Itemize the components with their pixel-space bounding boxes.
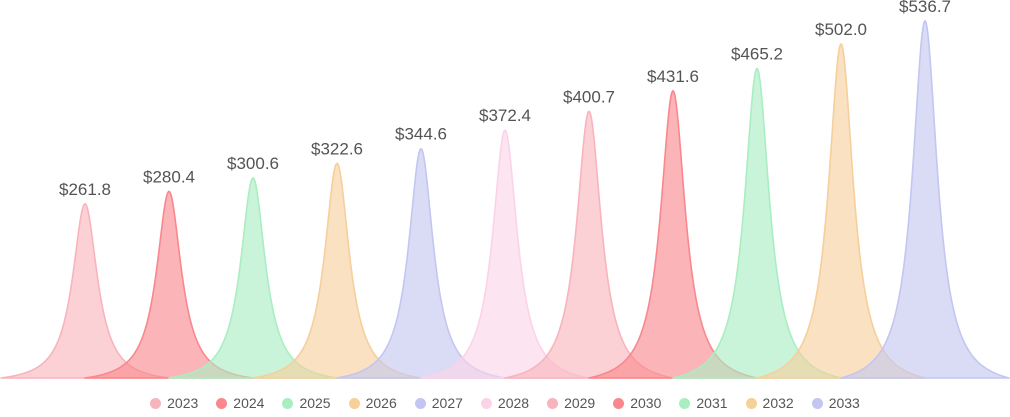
legend-label-2027: 2027 [431, 395, 463, 411]
chart-legend: 2023 2024 2025 2026 2027 2028 2029 2030 2031 2032… [0, 393, 1010, 413]
legend-swatch-2028 [480, 397, 492, 409]
legend-label-2030: 2030 [630, 395, 662, 411]
legend-swatch-2023 [150, 397, 162, 409]
legend-swatch-2029 [547, 397, 559, 409]
legend-label-2028: 2028 [497, 395, 530, 411]
legend-item-2026[interactable]: 2026 [348, 395, 397, 411]
legend-swatch-2031 [679, 397, 691, 409]
legend-swatch-2026 [348, 397, 360, 409]
legend-swatch-2030 [613, 397, 625, 409]
spike-2033[interactable] [840, 20, 1010, 379]
legend-item-2029[interactable]: 2029 [547, 396, 595, 410]
legend-item-2031[interactable]: 2031 [679, 395, 728, 411]
legend-label-2025: 2025 [299, 395, 331, 411]
legend-swatch-2032 [745, 397, 757, 409]
value-label-2027: $344.6 [395, 125, 447, 144]
legend-label-2029: 2029 [564, 395, 596, 411]
legend-item-2030[interactable]: 2030 [613, 396, 661, 410]
legend-label-2024: 2024 [233, 395, 265, 411]
value-label-2026: $322.6 [311, 139, 363, 158]
legend-swatch-2024 [216, 397, 228, 409]
legend-item-2028[interactable]: 2028 [480, 395, 530, 411]
legend-swatch-2027 [414, 397, 426, 409]
legend-item-2024[interactable]: 2024 [216, 396, 264, 410]
legend-item-2027[interactable]: 2027 [414, 395, 463, 411]
value-label-2029: $400.7 [563, 87, 615, 106]
legend-label-2033: 2033 [828, 395, 860, 411]
legend-item-2032[interactable]: 2032 [745, 395, 794, 411]
value-label-2025: $300.6 [227, 154, 279, 173]
legend-label-2026: 2026 [365, 395, 397, 411]
value-label-2031: $465.2 [731, 44, 783, 63]
value-label-2033: $536.7 [899, 0, 951, 16]
legend-label-2031: 2031 [696, 395, 728, 411]
legend-item-2023[interactable]: 2023 [150, 396, 198, 410]
legend-label-2023: 2023 [167, 395, 199, 411]
legend-item-2033[interactable]: 2033 [811, 395, 860, 411]
spike-area-chart: $261.8 $280.4 $300.6 $322.6 $344.6 $372.4 $400… [0, 0, 1010, 379]
legend-label-2032: 2032 [762, 395, 794, 411]
value-label-2032: $502.0 [815, 20, 867, 39]
value-label-2023: $261.8 [59, 180, 111, 199]
value-label-2030: $431.6 [647, 67, 699, 86]
legend-swatch-2033 [811, 397, 823, 409]
legend-item-2025[interactable]: 2025 [282, 395, 331, 411]
value-label-2028: $372.4 [479, 106, 531, 125]
legend-swatch-2025 [282, 397, 294, 409]
value-label-2024: $280.4 [143, 167, 195, 186]
